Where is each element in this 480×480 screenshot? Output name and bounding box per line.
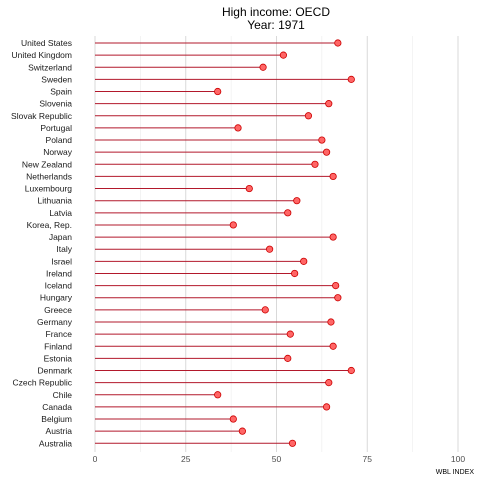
category-label: United Kingdom — [12, 50, 72, 60]
category-label: Finland — [44, 341, 72, 351]
data-point — [229, 221, 237, 229]
data-point — [284, 209, 292, 217]
data-point — [304, 112, 313, 120]
gridlines — [94, 36, 459, 452]
category-label: Japan — [49, 232, 72, 242]
data-point — [234, 124, 242, 132]
data-point — [334, 294, 342, 302]
category-label: Sweden — [41, 74, 72, 84]
data-point — [322, 148, 331, 156]
data-point — [329, 233, 337, 241]
x-axis-label: WBL INDEX — [436, 469, 475, 476]
data-point — [286, 330, 294, 338]
data-point — [311, 160, 319, 168]
category-label: Iceland — [45, 281, 73, 291]
x-tick-labels: 0 25 50 75 100 — [93, 454, 466, 464]
data-point — [284, 354, 292, 362]
category-label: Luxembourg — [25, 184, 73, 194]
category-label: Italy — [56, 244, 72, 254]
data-point — [259, 63, 267, 71]
data-point — [300, 257, 308, 265]
data-point — [322, 403, 331, 411]
category-label: Netherlands — [26, 171, 72, 181]
data-point — [229, 415, 237, 423]
category-labels: United States United Kingdom Switzerland Sw… — [11, 38, 73, 448]
data-point — [214, 391, 222, 399]
data-point — [332, 281, 340, 290]
data-point — [291, 269, 299, 278]
data-point — [279, 51, 287, 59]
x-tick-label: 0 — [93, 454, 98, 464]
category-label: France — [46, 329, 73, 339]
category-label: New Zealand — [22, 159, 72, 169]
x-tick-label: 75 — [363, 454, 373, 464]
category-label: Latvia — [49, 208, 72, 218]
category-label: Hungary — [40, 293, 73, 303]
data-point — [318, 136, 326, 144]
category-label: Estonia — [44, 353, 73, 363]
data-point — [325, 379, 333, 387]
data-point — [329, 342, 337, 350]
data-point — [266, 245, 274, 253]
category-label: Canada — [42, 402, 72, 412]
category-label: Norway — [43, 147, 73, 157]
data-point — [238, 427, 246, 435]
category-label: Belgium — [41, 414, 72, 424]
category-label: Portugal — [40, 123, 72, 133]
category-label: Poland — [46, 135, 73, 145]
category-label: Austria — [46, 426, 73, 436]
data-point — [245, 184, 253, 193]
x-tick-label: 25 — [181, 454, 191, 464]
category-label: Australia — [39, 438, 72, 448]
category-label: Greece — [44, 305, 72, 315]
lollipop-points — [214, 39, 355, 447]
category-label: United States — [21, 38, 72, 48]
lollipop-stems — [95, 42, 352, 444]
data-point — [347, 366, 355, 375]
category-label: Ireland — [46, 268, 72, 278]
x-tick-label: 100 — [451, 454, 465, 464]
category-label: Israel — [51, 256, 72, 266]
data-point — [214, 87, 222, 96]
category-label: Chile — [53, 390, 73, 400]
category-label: Spain — [50, 87, 72, 97]
data-point — [293, 197, 301, 205]
category-label: Slovak Republic — [11, 111, 73, 121]
chart-title: High income: OECD — [222, 5, 330, 19]
x-tick-label: 50 — [272, 454, 282, 464]
category-label: Slovenia — [39, 99, 72, 109]
category-label: Denmark — [38, 366, 73, 376]
category-label: Germany — [37, 317, 73, 327]
category-label: Switzerland — [28, 62, 72, 72]
category-label: Korea, Rep. — [27, 220, 72, 230]
data-point — [327, 318, 335, 326]
category-label: Lithuania — [37, 196, 72, 206]
category-label: Czech Republic — [12, 378, 72, 388]
data-point — [334, 39, 342, 47]
chart-subtitle: Year: 1971 — [247, 18, 305, 32]
data-point — [288, 439, 297, 447]
data-point — [329, 172, 337, 181]
data-point — [325, 100, 333, 108]
data-point — [261, 306, 269, 314]
data-point — [347, 75, 355, 83]
